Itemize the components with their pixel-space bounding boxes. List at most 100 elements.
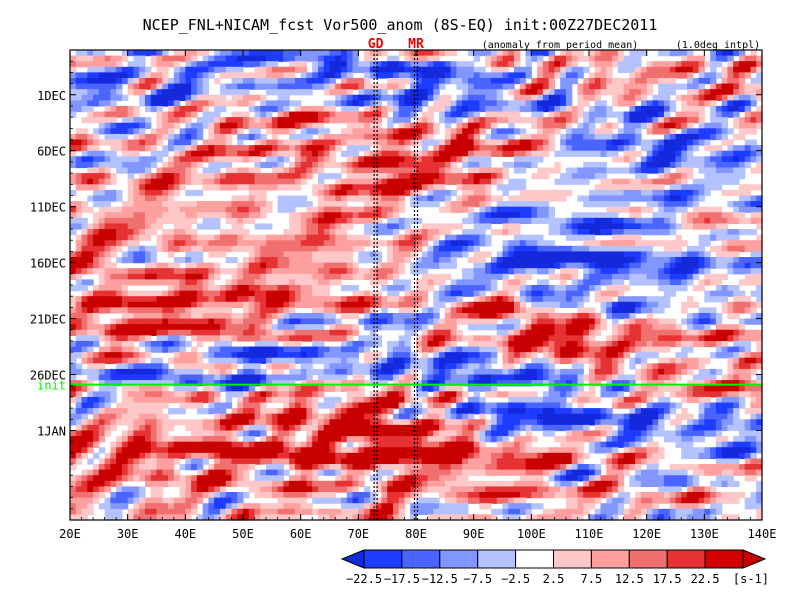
field-cell (681, 161, 688, 169)
field-cell (219, 128, 227, 135)
field-cell (548, 240, 555, 247)
field-cell (87, 223, 94, 230)
field-cell (589, 273, 596, 281)
field-cell (173, 145, 181, 152)
field-cell (277, 117, 284, 124)
field-cell (387, 268, 394, 275)
field-cell (398, 66, 406, 73)
field-cell (248, 234, 256, 241)
field-cell (548, 206, 555, 213)
field-cell (519, 189, 527, 197)
field-cell (416, 318, 423, 325)
field-cell (531, 296, 538, 303)
field-cell (214, 94, 221, 101)
field-cell (606, 229, 613, 236)
field-cell (692, 83, 700, 90)
field-cell (738, 145, 746, 152)
field-cell (392, 324, 400, 331)
field-cell (560, 251, 567, 258)
field-cell (121, 290, 129, 297)
field-cell (300, 83, 308, 90)
field-cell (635, 55, 642, 62)
field-cell (121, 105, 129, 113)
field-cell (81, 262, 88, 269)
field-cell (179, 234, 186, 241)
field-cell (692, 145, 700, 152)
field-cell (421, 201, 429, 208)
field-cell (733, 229, 740, 236)
field-cell (237, 234, 244, 241)
field-cell (173, 122, 181, 129)
field-cell (168, 251, 175, 258)
field-cell (162, 100, 169, 107)
field-cell (306, 223, 313, 230)
field-cell (733, 245, 740, 253)
field-cell (289, 66, 296, 73)
field-cell (542, 145, 550, 152)
field-cell (185, 77, 192, 85)
field-cell (531, 83, 538, 90)
field-cell (219, 318, 227, 325)
field-cell (444, 240, 452, 247)
field-cell (369, 105, 377, 113)
field-cell (369, 212, 377, 219)
field-cell (127, 268, 135, 275)
field-cell (433, 145, 440, 152)
field-cell (219, 268, 227, 275)
field-cell (75, 145, 83, 152)
field-cell (300, 223, 308, 230)
field-cell (658, 145, 665, 152)
field-cell (617, 167, 625, 174)
field-cell (565, 105, 573, 113)
field-cell (162, 117, 169, 124)
field-cell (508, 301, 515, 308)
field-cell (81, 223, 88, 230)
field-cell (144, 296, 152, 303)
field-cell (243, 307, 250, 314)
field-cell (623, 229, 630, 236)
field-cell (646, 61, 654, 68)
field-cell (317, 145, 325, 152)
field-cell (727, 128, 734, 135)
field-cell (185, 178, 192, 185)
field-cell (404, 72, 411, 79)
field-cell (104, 133, 111, 141)
field-cell (87, 111, 94, 118)
field-cell (675, 83, 682, 90)
field-cell (329, 117, 336, 124)
field-cell (479, 268, 486, 275)
field-cell (168, 301, 175, 308)
field-cell (93, 173, 100, 180)
field-cell (421, 83, 429, 90)
field-cell (214, 296, 221, 303)
field-cell (208, 223, 215, 230)
field-cell (687, 122, 694, 129)
field-cell (467, 161, 475, 169)
field-cell (473, 111, 481, 118)
field-cell (514, 279, 521, 286)
field-cell (531, 117, 538, 124)
field-cell (589, 161, 596, 169)
field-cell (208, 94, 215, 101)
field-cell (456, 195, 463, 202)
field-cell (93, 257, 100, 264)
field-cell (104, 212, 111, 219)
field-cell (444, 94, 452, 101)
field-cell (600, 50, 607, 57)
field-cell (335, 55, 342, 62)
field-cell (444, 161, 452, 169)
field-cell (392, 268, 400, 275)
field-cell (721, 122, 728, 129)
field-cell (214, 55, 221, 62)
field-cell (173, 240, 181, 247)
field-cell (421, 324, 429, 331)
field-cell (698, 312, 705, 320)
field-cell (110, 251, 117, 258)
field-cell (416, 55, 423, 62)
field-cell (179, 184, 186, 191)
field-cell (248, 318, 256, 325)
field-cell (733, 94, 740, 101)
field-cell (727, 100, 734, 107)
field-cell (179, 133, 186, 141)
field-cell (750, 245, 757, 253)
